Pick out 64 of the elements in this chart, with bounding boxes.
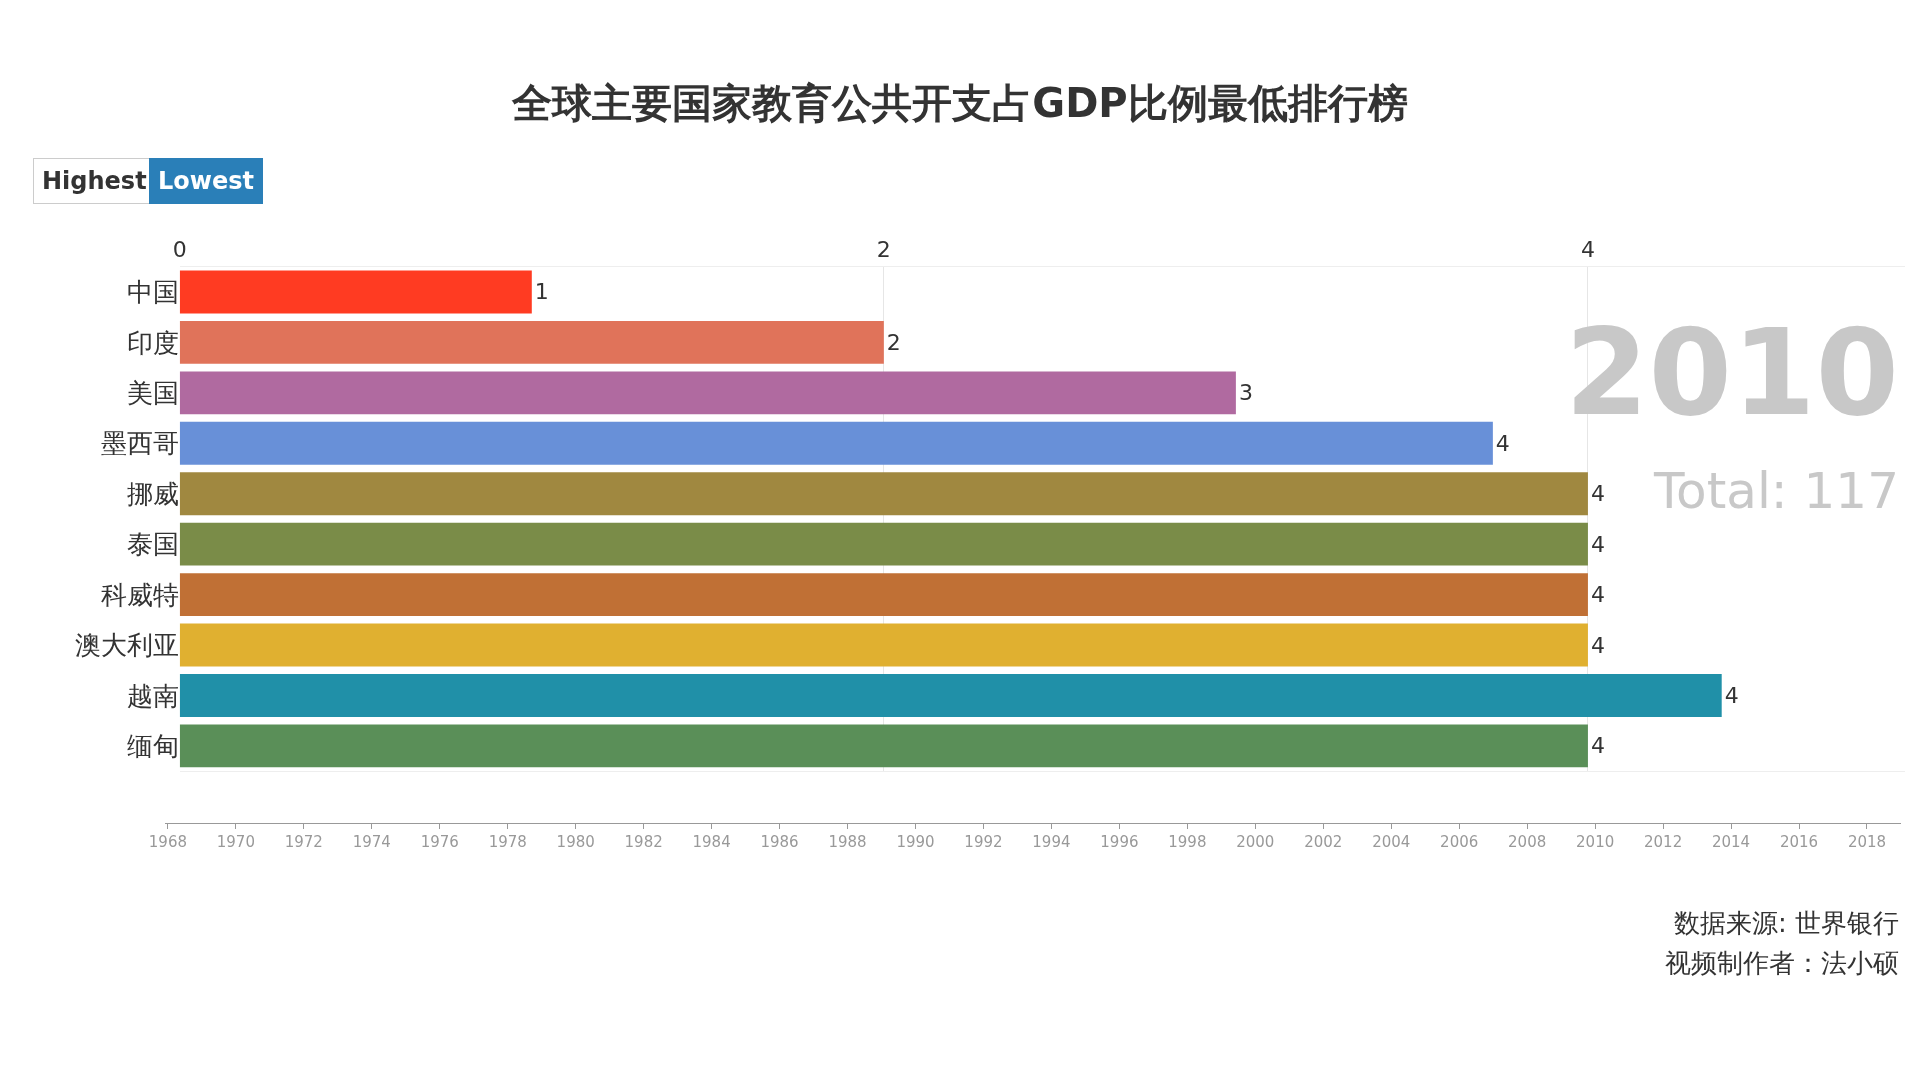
- x2-tick-label: 2008: [1508, 832, 1547, 851]
- y-tick-label: 缅甸: [126, 731, 179, 761]
- x2-tick-label: 1978: [488, 832, 527, 851]
- data-label: 4: [1590, 531, 1605, 557]
- bar: [179, 522, 1588, 566]
- x2-tick-label: 2018: [1847, 832, 1887, 851]
- x2-tick-label: 2012: [1644, 832, 1683, 851]
- x2-tick-label: 1988: [828, 832, 867, 851]
- data-label: 3: [1238, 380, 1253, 406]
- bar: [179, 472, 1588, 516]
- x2-tick-label: 1976: [420, 832, 459, 851]
- chart-title: 全球主要国家教育公共开支占GDP比例最低排行榜: [511, 79, 1408, 126]
- x2-tick-label: 1972: [284, 832, 323, 851]
- data-label: 4: [1724, 682, 1739, 708]
- bar: [179, 320, 884, 364]
- y-tick-label: 泰国: [126, 529, 179, 560]
- x2-tick-label: 1970: [216, 832, 255, 851]
- data-label: 2: [886, 329, 901, 355]
- x2-tick-label: 2000: [1236, 832, 1275, 851]
- x2-tick-label: 2016: [1779, 832, 1819, 851]
- bar: [179, 421, 1493, 465]
- x-tick-label: 4: [1580, 236, 1595, 262]
- data-label: 1: [534, 279, 549, 305]
- source-note: 数据来源: 世界银行: [1674, 908, 1900, 938]
- y-tick-label: 越南: [126, 680, 179, 711]
- y-tick-label: 科威特: [100, 579, 179, 610]
- data-label: 4: [1495, 430, 1510, 456]
- y-tick-label: 挪威: [126, 478, 179, 509]
- bar: [179, 674, 1722, 717]
- y-tick-label: 中国: [126, 277, 179, 308]
- x2-tick-label: 1994: [1032, 832, 1071, 851]
- data-label: 4: [1590, 733, 1605, 759]
- x2-tick-label: 2002: [1304, 832, 1343, 851]
- y-tick-label: 墨西哥: [100, 428, 179, 459]
- x2-tick-label: 1998: [1168, 832, 1207, 851]
- data-label: 4: [1590, 632, 1605, 658]
- x-tick-label: 0: [172, 236, 187, 262]
- y-tick-label: 澳大利亚: [74, 630, 179, 661]
- x2-tick-label: 1986: [760, 832, 799, 851]
- x2-tick-label: 1974: [352, 832, 391, 851]
- y-tick-label: 美国: [126, 377, 179, 408]
- x2-tick-label: 1992: [964, 832, 1003, 851]
- bar: [179, 371, 1236, 415]
- x2-tick-label: 1968: [148, 832, 188, 851]
- x2-tick-label: 1990: [896, 832, 935, 851]
- data-label: 4: [1590, 481, 1605, 507]
- text: Lowest: [158, 167, 254, 195]
- bar: [179, 270, 532, 314]
- x-tick-label: 2: [876, 236, 891, 262]
- x2-tick-label: 1980: [556, 832, 595, 851]
- y-tick-label: 印度: [126, 327, 179, 358]
- bar: [179, 573, 1588, 617]
- x2-tick-label: 2006: [1440, 832, 1479, 851]
- bar: [179, 724, 1588, 768]
- x2-tick-label: 1996: [1100, 832, 1139, 851]
- x2-tick-label: 1982: [624, 832, 663, 851]
- x2-tick-label: 1984: [692, 832, 731, 851]
- text: 视频制作者：法小硕: [1665, 948, 1899, 978]
- x2-tick-label: 2004: [1372, 832, 1411, 851]
- x2-tick-label: 2010: [1576, 832, 1615, 851]
- text: Highest: [42, 167, 147, 195]
- data-label: 4: [1590, 582, 1605, 608]
- x2-tick-label: 2014: [1711, 832, 1751, 851]
- bar: [179, 623, 1588, 667]
